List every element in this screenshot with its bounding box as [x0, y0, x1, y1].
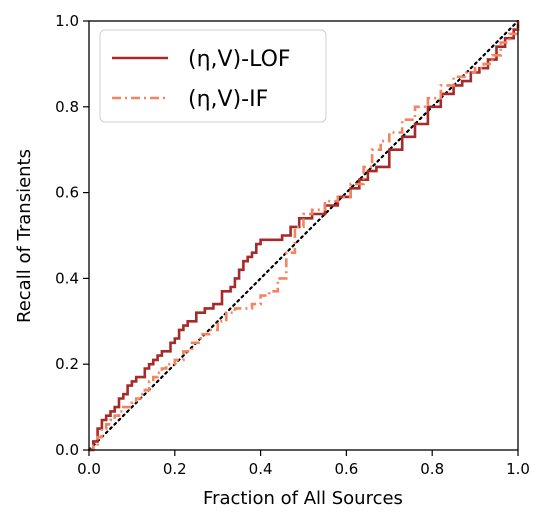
- x-tick-label: 1.0: [506, 460, 530, 478]
- x-tick-label: 0.4: [249, 460, 273, 478]
- ticks: 0.0 0.2 0.4 0.6 0.8 1.0 0.0 0.2 0.4 0.6 0.8 1.0: [55, 12, 530, 478]
- y-tick-label: 0.8: [55, 98, 79, 116]
- x-tick-label: 0.8: [420, 460, 444, 478]
- y-axis-title: Recall of Transients: [14, 149, 35, 323]
- y-tick-label: 0.6: [55, 184, 79, 202]
- legend-label: (η,V)-LOF: [188, 47, 291, 72]
- x-tick-label: 0.6: [334, 460, 358, 478]
- x-tick-label: 0.2: [163, 460, 187, 478]
- x-axis-title: Fraction of All Sources: [203, 488, 403, 509]
- y-tick-label: 0.4: [55, 269, 79, 287]
- series-line-lof: [89, 21, 520, 452]
- y-tick-label: 1.0: [55, 12, 79, 30]
- x-tick-label: 0.0: [77, 460, 101, 478]
- reference-diagonal: [87, 19, 520, 452]
- legend: (η,V)-LOF (η,V)-IF: [99, 29, 327, 123]
- series-layer: [89, 21, 520, 452]
- axes: [88, 20, 519, 451]
- legend-label: (η,V)-IF: [188, 87, 268, 112]
- series-line-if: [89, 21, 520, 452]
- y-tick-label: 0.0: [55, 441, 79, 459]
- y-tick-label: 0.2: [55, 355, 79, 373]
- axes-frame: [88, 20, 519, 451]
- reference-diagonal-line: [87, 19, 520, 452]
